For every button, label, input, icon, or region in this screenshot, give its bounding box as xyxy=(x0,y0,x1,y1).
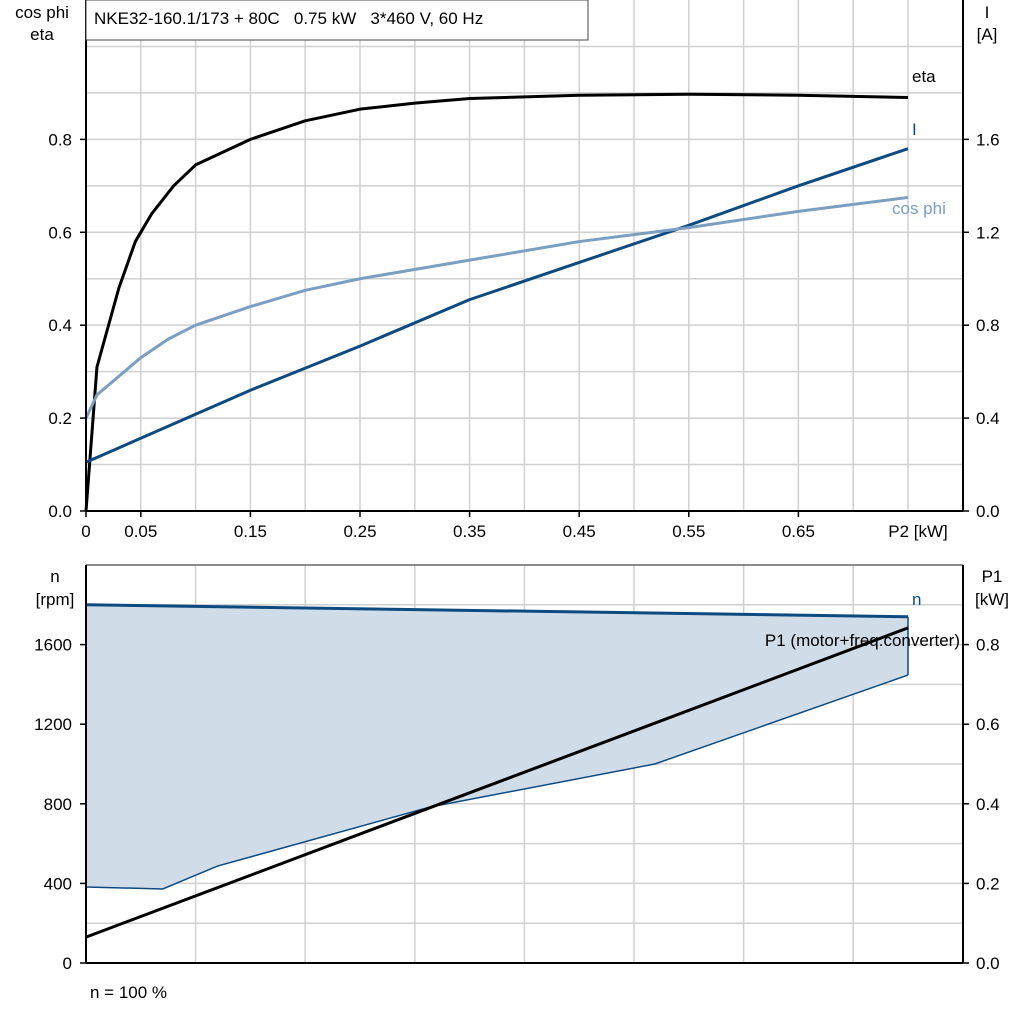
y-tick-label-left: 400 xyxy=(44,874,72,893)
legend-n: n xyxy=(912,590,921,609)
x-tick-label: 0.55 xyxy=(672,522,705,541)
x-tick-label: 0.65 xyxy=(782,522,815,541)
y-tick-label-right: 0.4 xyxy=(976,795,1000,814)
y-right-label-2: [kW] xyxy=(975,590,1009,609)
y-tick-label-right: 0.6 xyxy=(976,715,1000,734)
x-tick-label: 0.35 xyxy=(453,522,486,541)
y-tick-label-left: 0.2 xyxy=(48,409,72,428)
bottom-axes: 0 400 800 1200 1600 0.0 0.2 0.4 0.6 0.8 xyxy=(34,564,1000,973)
series-line-p1 xyxy=(85,626,909,939)
y-tick-label-left: 0 xyxy=(63,954,72,973)
x-tick-label: 0.45 xyxy=(563,522,596,541)
y-left-label-1: n xyxy=(50,567,59,586)
top-grid xyxy=(86,0,964,511)
series-line-eta xyxy=(84,92,909,512)
y-tick-label-right: 0.8 xyxy=(976,636,1000,655)
legend-cos-phi: cos phi xyxy=(892,199,946,218)
top-axes: 0 0.05 0.15 0.25 0.35 0.45 0.55 0.65 0.0 0.2 0.4 0.… xyxy=(48,0,1000,541)
y-tick-label-right: 0.4 xyxy=(976,409,1000,428)
y-tick-label-right: 0.0 xyxy=(976,954,1000,973)
x-tick-label: 0.15 xyxy=(234,522,267,541)
y-right-label-1: P1 xyxy=(982,567,1003,586)
bottom-series xyxy=(85,603,909,939)
y-tick-label-left: 0.4 xyxy=(48,316,72,335)
y-tick-label-right: 1.6 xyxy=(976,130,1000,149)
chart-title: NKE32-160.1/173 + 80C 0.75 kW 3*460 V, 6… xyxy=(94,9,483,28)
y-tick-label-left: 0.8 xyxy=(48,130,72,149)
top-chart: 0 0.05 0.15 0.25 0.35 0.45 0.55 0.65 0.0 0.2 0.4 0.… xyxy=(15,0,1000,541)
series-line-cos-phi xyxy=(84,195,909,419)
top-series xyxy=(84,92,909,512)
legend-p1: P1 (motor+freq.converter) xyxy=(765,631,960,650)
y-tick-label-right: 0.8 xyxy=(976,316,1000,335)
footnote: n = 100 % xyxy=(90,983,167,1002)
x-tick-label: 0.25 xyxy=(343,522,376,541)
y-right-label-2: [A] xyxy=(977,25,998,44)
x-tick-label: 0 xyxy=(81,522,90,541)
speed-range-area xyxy=(86,604,908,889)
x-tick-label: 0.05 xyxy=(124,522,157,541)
series-line-i xyxy=(85,147,909,464)
y-tick-label-right: 1.2 xyxy=(976,223,1000,242)
y-left-label-1: cos phi xyxy=(15,3,69,22)
y-tick-label-left: 0.0 xyxy=(48,502,72,521)
y-tick-label-right: 0.0 xyxy=(976,502,1000,521)
y-tick-label-left: 1200 xyxy=(34,715,72,734)
series-line-n-lower xyxy=(85,674,909,890)
legend-i: I xyxy=(912,120,917,139)
y-tick-label-left: 800 xyxy=(44,795,72,814)
y-tick-label-right: 0.2 xyxy=(976,874,1000,893)
y-right-label-1: I xyxy=(985,3,990,22)
y-left-label-2: eta xyxy=(30,25,54,44)
legend-eta: eta xyxy=(912,67,936,86)
title-box xyxy=(85,0,589,41)
series-line-n xyxy=(85,603,909,619)
x-axis-label: P2 [kW] xyxy=(888,522,948,541)
y-tick-label-left: 0.6 xyxy=(48,223,72,242)
bottom-chart: 0 400 800 1200 1600 0.0 0.2 0.4 0.6 0.8 n [rpm] P… xyxy=(34,564,1009,1002)
y-tick-label-left: 1600 xyxy=(34,636,72,655)
y-left-label-2: [rpm] xyxy=(36,590,75,609)
